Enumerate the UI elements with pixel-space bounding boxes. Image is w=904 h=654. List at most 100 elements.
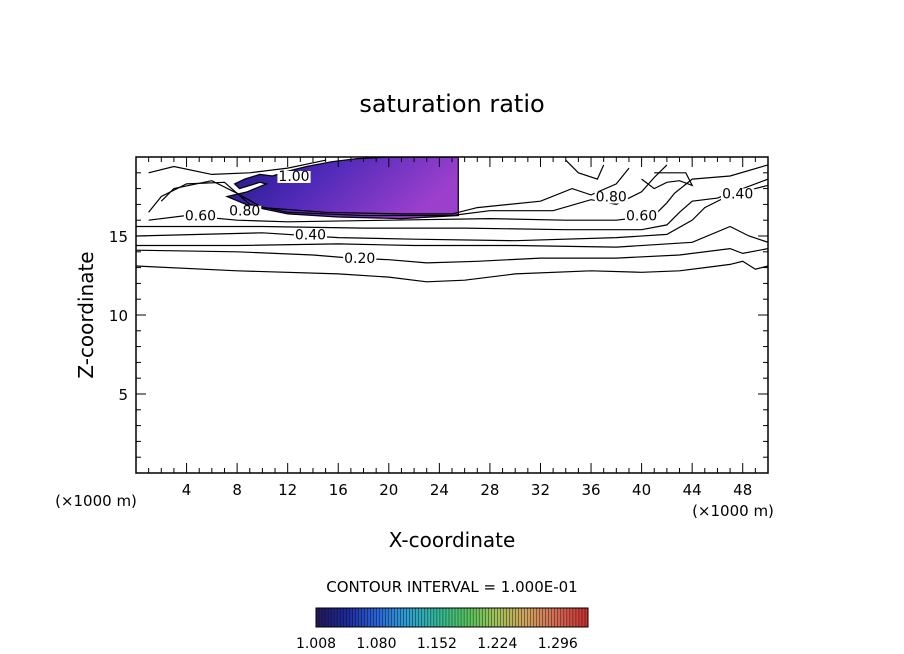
colorbar-cell [560,608,565,627]
colorbar-cell [343,608,347,627]
colorbar-cell [379,608,383,627]
colorbar-cell [322,608,326,627]
colorbar-cell [427,608,432,627]
x-tick-label: 48 [733,481,752,499]
colorbar-cell [503,608,507,627]
colorbar-cell [319,608,323,627]
colorbar-cell [536,608,540,627]
supersaturation-shaded-region [225,157,459,220]
colorbar-cell [479,608,483,627]
colorbar-cell [349,608,353,627]
contour-line [136,178,768,231]
colorbar-cell [455,608,459,627]
colorbar-cell [376,608,380,627]
contour-label-bg [228,205,262,218]
colorbar-cell [473,608,477,627]
colorbar-cell [476,608,480,627]
colorbar-cell [539,608,543,627]
x-tick-label: 40 [632,481,651,499]
contour-label: 1.00 [278,169,309,185]
colorbar-cell [512,608,516,627]
y-axis-label: Z-coordinate [74,251,98,378]
x-tick-label: 28 [480,481,499,499]
colorbar-cell [470,608,474,627]
colorbar-cell [391,608,395,627]
contour-line [136,225,768,248]
contour-label: 0.40 [722,186,753,202]
contour-label-bg [721,188,755,201]
colorbar-cell [506,608,510,627]
colorbar-frame [315,607,589,628]
contour-label-bg [293,229,328,242]
colorbar-cell [430,608,435,627]
contour-line [148,164,768,223]
y-tick-label: 10 [109,307,128,325]
colorbar-cell [358,608,362,627]
colorbar-cell [494,608,498,627]
contour-label-bg [594,191,628,204]
colorbar-cell [361,608,365,627]
colorbar-cell [554,608,559,627]
colorbar-cell [572,608,577,627]
contour-label: 0.60 [185,208,216,224]
colorbar-cell [524,608,528,627]
contour-label-bg [183,210,218,223]
colorbar-cell [367,608,371,627]
contour-label: 0.60 [626,208,657,224]
x-axis-label: X-coordinate [389,528,516,552]
colorbar-cell [328,608,332,627]
colorbar-cell [403,608,407,627]
contour-line [136,247,768,264]
y-tick-label: 15 [109,228,128,246]
colorbar-cell [563,608,568,627]
colorbar-cell [569,608,574,627]
x-tick-label: 8 [232,481,242,499]
colorbar-cell [482,608,486,627]
colorbar-cell [488,608,492,627]
contour-interval-note: CONTOUR INTERVAL = 1.000E-01 [326,578,577,596]
contour-label: 0.20 [344,251,375,267]
colorbar-cell [433,608,438,627]
colorbar-cell [415,608,420,627]
colorbar-cell [578,608,583,627]
contour-label-bg [343,253,377,266]
colorbar-cell [325,608,329,627]
x-tick-label: 12 [278,481,297,499]
colorbar-cell [452,608,456,627]
colorbar-cell [491,608,495,627]
y-tick-label: 5 [118,386,128,404]
colorbar-cell [557,608,562,627]
colorbar-cell [461,608,465,627]
colorbar-cell [352,608,356,627]
colorbar-cell [467,608,471,627]
contour-line [160,167,630,215]
colorbar-cell [334,608,338,627]
x-tick-label: 4 [182,481,192,499]
colorbar-cell [346,608,350,627]
colorbar-cell [548,608,553,627]
colorbar-cell [370,608,374,627]
colorbar-label: 1.296 [538,636,578,652]
contour-line [565,159,605,180]
contour-line [148,159,326,176]
colorbar-cell [533,608,537,627]
colorbar-label: 1.008 [296,636,336,652]
contour-label: 0.80 [596,190,627,206]
x-tick-label: 20 [379,481,398,499]
colorbar-cell [337,608,341,627]
contour-label: 0.40 [295,227,326,243]
colorbar-label: 1.080 [356,636,396,652]
colorbar-cell [464,608,468,627]
colorbar-cell [485,608,489,627]
colorbar-cell [545,608,550,627]
colorbar-cell [458,608,462,627]
colorbar-cell [412,608,417,627]
colorbar-cell [530,608,534,627]
colorbar-cell [575,608,580,627]
x-tick-label: 36 [581,481,600,499]
x-tick-label: 44 [683,481,702,499]
colorbar-cell [527,608,531,627]
contour-line [641,172,694,190]
x-tick-label: 16 [329,481,348,499]
colorbar-cell [509,608,513,627]
